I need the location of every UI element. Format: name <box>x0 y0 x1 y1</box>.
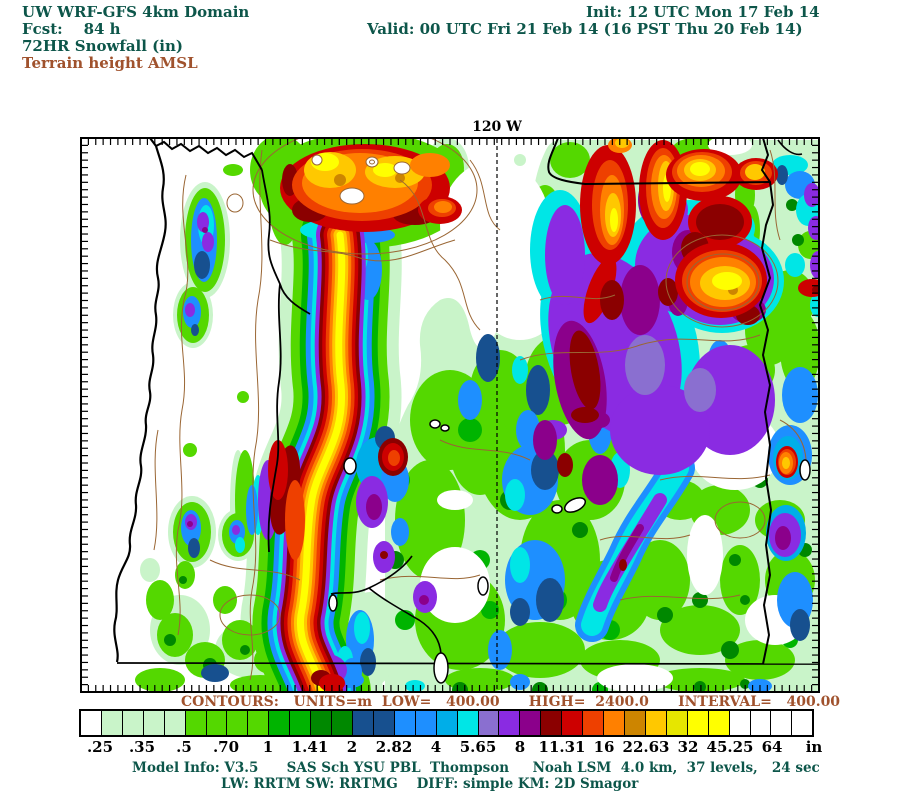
colorbar-cell <box>540 711 562 735</box>
colorbar-tick-label: 8 <box>514 738 526 756</box>
colorbar-cell <box>603 711 624 735</box>
colorbar-cell <box>81 711 101 735</box>
willamette-river <box>261 169 311 553</box>
klamath-rivers <box>330 555 442 655</box>
colorbar-tick-label: 16 <box>593 738 615 756</box>
geography-lines <box>113 138 819 684</box>
coastline <box>113 138 167 663</box>
valid-time: Valid: 00 UTC Fri 21 Feb 14 (16 PST Thu … <box>367 20 803 38</box>
colorbar-cell <box>226 711 248 735</box>
colorbar-tick-label: 2 <box>346 738 358 756</box>
colorbar-cell <box>372 711 394 735</box>
colorbar-tick-label: 45.25 <box>706 738 754 756</box>
snake-river-border <box>758 138 775 665</box>
colorbar-tick-label: 4 <box>430 738 442 756</box>
colorbar-cell <box>247 711 269 735</box>
colorbar-cell <box>749 711 771 735</box>
colorbar-tick-label: .35 <box>128 738 156 756</box>
colorbar-cell <box>121 711 143 735</box>
colorbar-cell <box>665 711 687 735</box>
colorbar-tick-label: .70 <box>212 738 240 756</box>
map-frame-ticks <box>80 137 820 693</box>
columbia-river-mouth <box>155 140 263 171</box>
colorbar-tick-label: 1 <box>262 738 274 756</box>
colorbar-cell <box>477 711 499 735</box>
peak-markers <box>311 154 411 205</box>
model-info-line1: Model Info: V3.5 SAS Sch YSU PBL Thompso… <box>132 760 820 776</box>
colorbar-tick-label: 5.65 <box>459 738 497 756</box>
colorbar-cell <box>498 711 520 735</box>
colorbar-cell <box>519 711 541 735</box>
ne-river-spur <box>777 139 803 156</box>
colorbar-cell <box>770 711 792 735</box>
colorbar-cell <box>268 711 290 735</box>
product-name: 72HR Snowfall (in) <box>22 37 183 55</box>
colorbar-cell <box>707 711 729 735</box>
oregon-washington-border <box>547 138 771 186</box>
colorbar-unit-label: in <box>805 738 823 756</box>
model-title: UW WRF-GFS 4km Domain <box>22 3 250 21</box>
colorbar-cell <box>456 711 478 735</box>
colorbar-cell <box>163 711 185 735</box>
colorbar-tick-label: 22.63 <box>622 738 670 756</box>
snowfall-field <box>81 138 819 692</box>
colorbar <box>79 709 814 737</box>
contours-info: CONTOURS: UNITS=m LOW= 400.00 HIGH= 2400… <box>181 694 841 710</box>
colorbar-cell <box>310 711 332 735</box>
colorbar-cell <box>561 711 583 735</box>
colorbar-cell <box>582 711 604 735</box>
colorbar-tick-label: .25 <box>86 738 114 756</box>
forecast-hour: Fcst: 84 h <box>22 20 121 38</box>
colorbar-tick-label: 2.82 <box>375 738 413 756</box>
colorbar-tick-label: 64 <box>761 738 783 756</box>
colorbar-cell <box>414 711 436 735</box>
colorbar-cell <box>728 711 750 735</box>
colorbar-tick-label: 1.41 <box>291 738 329 756</box>
meridian-label: 120 W <box>472 119 522 135</box>
colorbar-cell <box>686 711 708 735</box>
colorbar-cell <box>331 711 352 735</box>
colorbar-cell <box>289 711 311 735</box>
overlay-name: Terrain height AMSL <box>22 54 198 72</box>
colorbar-cell <box>142 711 164 735</box>
colorbar-cell <box>435 711 457 735</box>
colorbar-cell <box>100 711 122 735</box>
colorbar-cell <box>393 711 415 735</box>
init-time: Init: 12 UTC Mon 17 Feb 14 <box>586 3 820 21</box>
colorbar-tick-label: 11.31 <box>538 738 586 756</box>
colorbar-cell <box>351 711 373 735</box>
colorbar-cell <box>644 711 666 735</box>
california-border <box>116 662 819 665</box>
colorbar-cell <box>623 711 645 735</box>
colorbar-tick-label: .5 <box>176 738 192 756</box>
colorbar-labels: .25 .35 .5 .70 1 1.41 2 2.82 4 5.65 8 11.31 16 22.63 3… <box>79 738 839 758</box>
colorbar-tick-label: 32 <box>677 738 699 756</box>
colorbar-cell <box>184 711 206 735</box>
colorbar-cell <box>791 711 813 735</box>
model-info-line2: LW: RRTM SW: RRTMG DIFF: simple KM: 2D S… <box>221 776 639 792</box>
colorbar-cell <box>205 711 227 735</box>
